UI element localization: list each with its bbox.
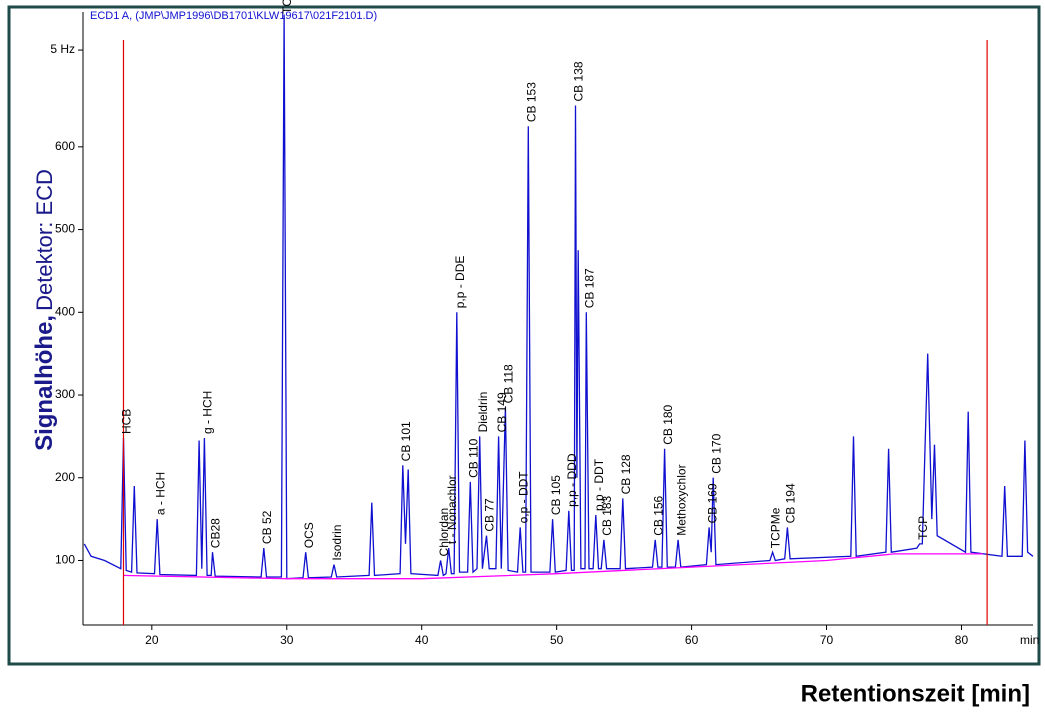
x-tick-label: 30 bbox=[280, 633, 294, 647]
y-tick-label: 600 bbox=[55, 139, 75, 153]
peak-label: TCPMe bbox=[769, 507, 783, 548]
peak-label: CB 52 bbox=[260, 510, 274, 544]
peak-label: CB 105 bbox=[549, 475, 563, 515]
x-tick-label: 70 bbox=[820, 633, 834, 647]
x-unit: min bbox=[1020, 633, 1039, 647]
trace bbox=[83, 14, 1034, 580]
peak-label: HCB bbox=[120, 409, 134, 434]
peak-label: CB 118 bbox=[502, 364, 516, 403]
x-tick-label: 20 bbox=[145, 633, 159, 647]
peak-label: CB 194 bbox=[784, 483, 798, 523]
peak-label: p,p - DDT bbox=[592, 458, 606, 511]
peak-label: CB 128 bbox=[619, 454, 633, 494]
peak-label: CB 138 bbox=[572, 61, 586, 101]
y-tick-label: 500 bbox=[55, 222, 75, 236]
peak-label: p,p - DDD bbox=[565, 453, 579, 507]
peak-label: t - Nonachlor bbox=[445, 475, 459, 544]
trace bbox=[123, 553, 984, 580]
peak-label: CB 101 bbox=[399, 421, 413, 461]
peak-label: p,p - DDE bbox=[453, 256, 467, 309]
peak-label: Methoxychlor bbox=[674, 464, 688, 535]
peak-label: CB 180 bbox=[661, 404, 675, 444]
x-tick-label: 60 bbox=[685, 633, 699, 647]
peak-label: o,p - DDT bbox=[516, 471, 530, 524]
peak-label: CB 153 bbox=[524, 82, 538, 122]
peak-label: CB28 bbox=[209, 518, 223, 548]
peak-label: CB 156 bbox=[651, 495, 665, 535]
peak-label: TCN bbox=[280, 0, 294, 14]
peak-label: CB 187 bbox=[583, 268, 597, 308]
y-tick-label: 300 bbox=[55, 387, 75, 401]
y-tick-label: 100 bbox=[55, 553, 75, 567]
header: ECD1 A, (JMP\JMP1996\DB1701\KLW19617\021… bbox=[90, 10, 377, 22]
peak-label: CB 169 bbox=[705, 483, 719, 523]
peak-label: OCS bbox=[302, 522, 316, 548]
peak-label: Isodrin bbox=[330, 525, 344, 561]
x-axis-label: Retentionszeit [min] bbox=[801, 680, 1030, 707]
x-tick-label: 40 bbox=[415, 633, 429, 647]
y-axis-label: Signalhöhe, Detektor: ECD bbox=[31, 169, 58, 451]
peak-label: CB 183 bbox=[600, 495, 614, 535]
y-axis-label-bold: Signalhöhe, bbox=[31, 315, 58, 451]
peak-label: g - HCH bbox=[201, 391, 215, 434]
peak-label: Chlordan bbox=[437, 508, 451, 557]
peak-label: CB 170 bbox=[709, 433, 723, 473]
y-tick-label: 200 bbox=[55, 470, 75, 484]
peak-label: CB 110 bbox=[466, 438, 480, 477]
y-axis-label-rest: Detektor: ECD bbox=[32, 169, 57, 311]
x-tick-label: 50 bbox=[550, 633, 564, 647]
peak-label: a - HCH bbox=[153, 472, 167, 515]
peak-label: CB 149 bbox=[495, 392, 509, 432]
x-tick-label: 80 bbox=[955, 633, 969, 647]
y-tick-label: 400 bbox=[55, 304, 75, 318]
peak-label: TCP bbox=[916, 516, 930, 540]
peak-label: Dieldrin bbox=[476, 392, 490, 433]
y-tick-label: 5 Hz bbox=[50, 42, 75, 56]
peak-label: CB 77 bbox=[483, 498, 497, 532]
